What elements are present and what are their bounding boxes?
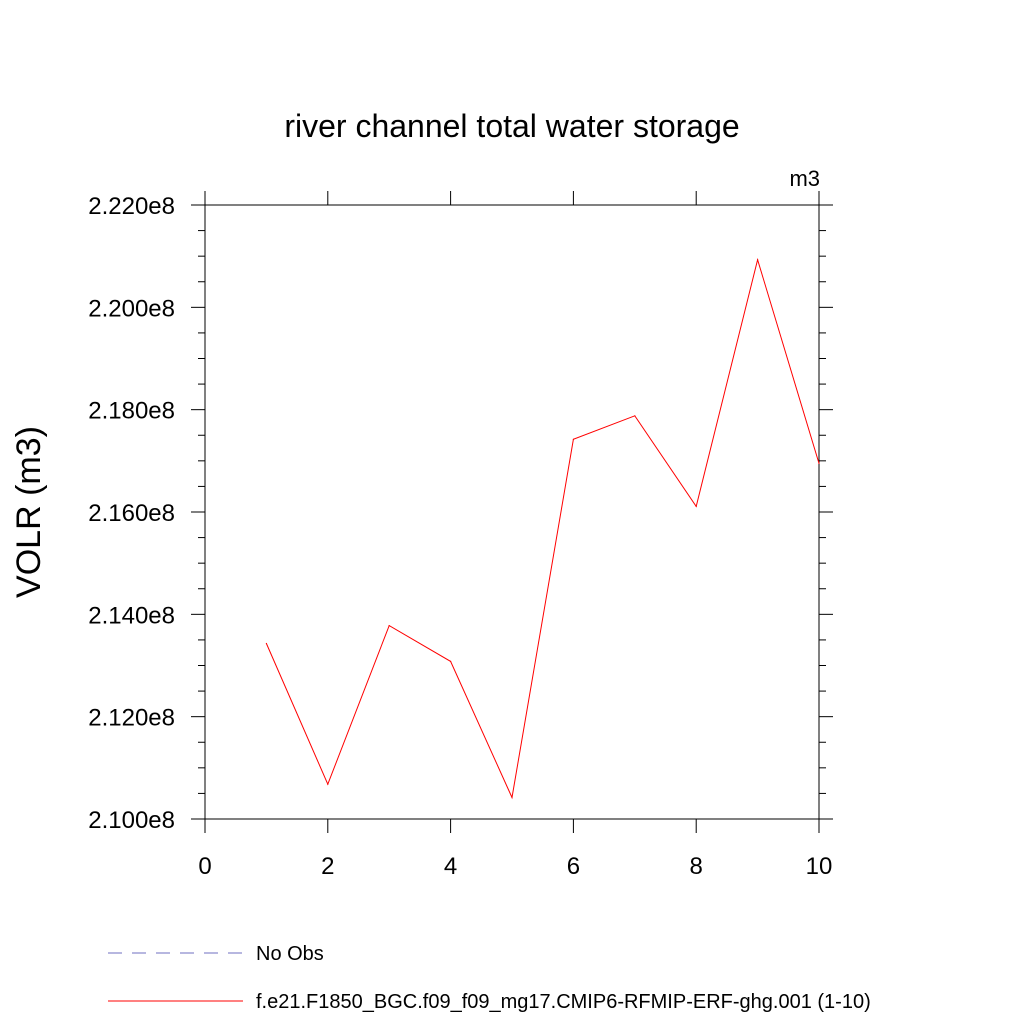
y-axis-label: VOLR (m3) (10, 426, 48, 598)
chart-title: river channel total water storage (284, 108, 739, 144)
x-tick-label: 6 (567, 853, 580, 880)
legend: No Obs f.e21.F1850_BGC.f09_f09_mg17.CMIP6… (108, 943, 871, 1013)
x-tick-label: 0 (198, 853, 211, 880)
x-tick-label: 4 (444, 853, 457, 880)
series-layer (265, 257, 820, 800)
y-tick-label: 2.220e8 (88, 193, 175, 220)
legend-label: f.e21.F1850_BGC.f09_f09_mg17.CMIP6-RFMIP… (256, 991, 871, 1013)
y-tick-label: 2.120e8 (88, 705, 175, 732)
data-point (572, 438, 575, 440)
y-tick-label: 2.140e8 (88, 602, 175, 629)
data-point (388, 624, 390, 627)
legend-label: No Obs (256, 943, 324, 965)
axis-ticks (191, 191, 833, 833)
x-tick-label: 2 (321, 853, 334, 880)
data-point (757, 259, 759, 261)
data-point (818, 462, 820, 464)
y-tick-label: 2.160e8 (88, 500, 175, 527)
y-tick-label: 2.100e8 (88, 807, 175, 834)
y-tick-label: 2.180e8 (88, 398, 175, 425)
units-label: m3 (789, 166, 820, 191)
x-tick-label: 10 (806, 853, 833, 880)
data-point (265, 642, 267, 645)
tick-labels: 0 2 4 6 8 10 2.100e8 2.120e8 2.140e8 2.160e8 2.180… (88, 193, 832, 880)
data-point (634, 415, 636, 417)
plot-frame (204, 204, 820, 820)
data-point (695, 505, 697, 507)
x-tick-label: 8 (690, 853, 703, 880)
y-tick-label: 2.200e8 (88, 295, 175, 322)
series-line (265, 257, 820, 800)
data-point (327, 783, 329, 785)
data-point (450, 660, 452, 663)
data-point (511, 796, 513, 799)
